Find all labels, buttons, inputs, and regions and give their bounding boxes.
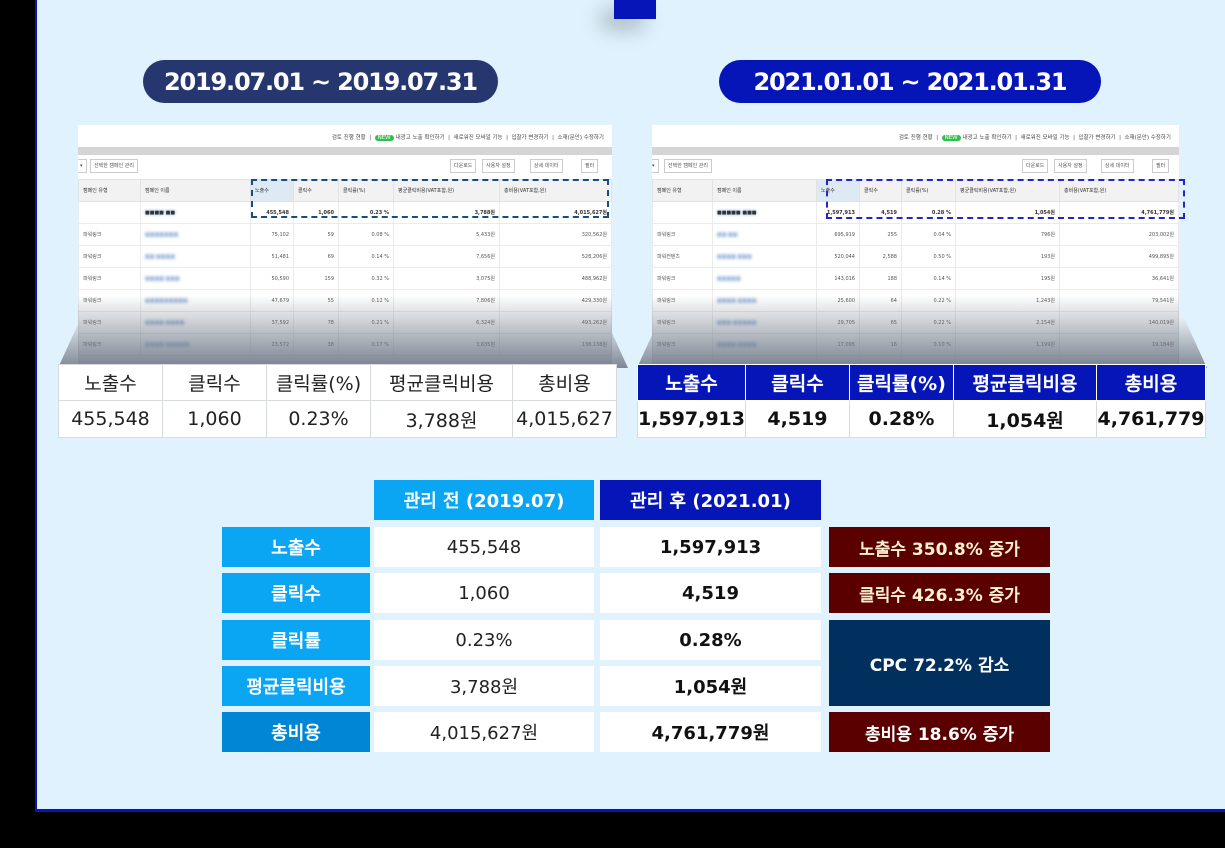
highlight-box-after [826,179,1185,219]
total-cost-result: 총비용 18.6% 증가 [829,712,1050,752]
screenshot-topnav: 검토 진행 현황 | NEW 내광고 노출 확인하기 | 새로워진 모바일 기능 … [898,135,1171,141]
highlight-box-before [251,179,609,218]
clicks-result: 클릭수 426.3% 증가 [829,573,1050,613]
impressions-result: 노출수 350.8% 증가 [829,527,1050,567]
total-cost-after: 4,761,779원 [600,712,821,752]
summary-table-after: 노출수 클릭수 클릭률(%) 평균클릭비용 총비용 1,597,913 4,519 0.28… [637,364,1207,438]
screenshot-graybar [652,147,1179,155]
row-label-clicks: 클릭수 [222,573,370,613]
row-label-ctr: 클릭률 [222,620,370,660]
ctr-after: 0.28% [600,620,821,660]
row-label-total-cost: 총비용 [222,712,370,752]
summary-table-before: 노출수 클릭수 클릭률(%) 평균클릭비용 총비용 455,548 1,060 0.23% 3… [58,364,617,438]
screenshot-toolbar: ▾ 선택한 캠페인 관리 다운로드 사용자 설정 상세 데이터 필터 [78,159,612,175]
period-after-badge: 2021.01.01 ~ 2021.01.31 [719,60,1101,103]
campaign-screenshot-after: 검토 진행 현황 | NEW 내광고 노출 확인하기 | 새로워진 모바일 기능 … [652,125,1179,365]
screenshot-graybar [78,147,612,155]
ctr-before: 0.23% [374,620,594,660]
cpc-after: 1,054원 [600,666,821,706]
screenshot-toolbar: ▾ 선택한 캠페인 관리 다운로드 사용자 설정 상세 데이터 필터 [652,159,1179,175]
campaign-screenshot-before: 검토 진행 현황 | NEW 내광고 노출 확인하기 | 새로워진 모바일 기능 … [78,125,612,365]
top-decoration-block [614,0,656,19]
total-cost-before: 4,015,627원 [374,712,594,752]
cpc-before: 3,788원 [374,666,594,706]
screenshot-fade [78,295,612,365]
column-header-before: 관리 전 (2019.07) [374,480,594,520]
screenshot-fade [652,295,1179,365]
column-header-after: 관리 후 (2021.01) [600,480,821,520]
impressions-before: 455,548 [374,527,594,567]
row-label-cpc: 평균클릭비용 [222,666,370,706]
clicks-before: 1,060 [374,573,594,613]
row-label-impressions: 노출수 [222,527,370,567]
clicks-after: 4,519 [600,573,821,613]
impressions-after: 1,597,913 [600,527,821,567]
screenshot-topnav: 검토 진행 현황 | NEW 내광고 노출 확인하기 | 새로워진 모바일 기능 … [331,135,604,141]
period-before-badge: 2019.07.01 ~ 2019.07.31 [143,60,498,103]
cpc-result: CPC 72.2% 감소 [829,620,1050,706]
